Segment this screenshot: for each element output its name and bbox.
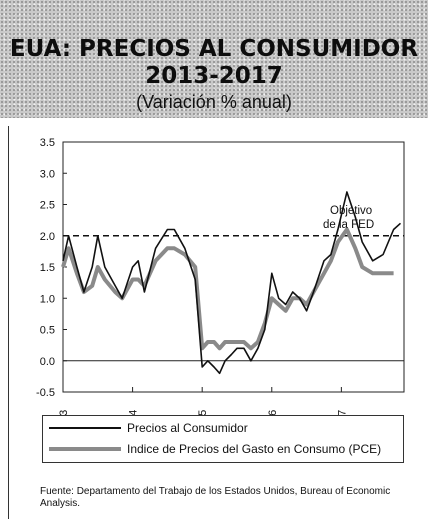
y-tick-label: -0.5 bbox=[36, 387, 55, 399]
legend-item-pce: Indice de Precios del Gasto en Consumo (… bbox=[49, 439, 381, 459]
fed-target-label-line-2: de la FED bbox=[323, 219, 374, 231]
y-tick-label: 3.0 bbox=[40, 168, 55, 180]
source-note: Fuente: Departamento del Trabajo de los … bbox=[40, 486, 391, 509]
y-axis-ticks: 3.5 3.0 2.5 2.0 1.5 1.0 0.5 0.0 -0.5 bbox=[36, 137, 67, 399]
chart-subtitle: (Variación % anual) bbox=[136, 92, 292, 112]
legend-item-cpi: Precios al Consumidor bbox=[49, 418, 248, 438]
series-cpi-line bbox=[62, 191, 402, 375]
chart-title-line-1: EUA: PRECIOS AL CONSUMIDOR bbox=[9, 36, 419, 62]
left-border-rule bbox=[8, 126, 9, 519]
y-tick-label: 1.5 bbox=[40, 262, 55, 274]
plot-frame bbox=[62, 141, 405, 393]
legend-label-pce: Indice de Precios del Gasto en Consumo (… bbox=[127, 442, 382, 456]
y-tick-label: 2.5 bbox=[40, 200, 55, 212]
chart-legend: Precios al Consumidor Indice de Precios … bbox=[42, 415, 404, 463]
legend-label-cpi: Precios al Consumidor bbox=[127, 421, 248, 435]
legend-swatch-cpi bbox=[49, 427, 121, 429]
chart-header: EUA: PRECIOS AL CONSUMIDOR 2013-2017 (Va… bbox=[0, 0, 428, 118]
y-tick-label: 3.5 bbox=[40, 137, 55, 149]
legend-swatch-pce bbox=[49, 447, 121, 451]
chart-title-line-2: 2013-2017 bbox=[145, 63, 283, 89]
y-tick-label: 2.0 bbox=[40, 231, 55, 243]
y-tick-label: 1.0 bbox=[40, 293, 55, 305]
fed-target-label-line-1: Objetivo bbox=[330, 205, 372, 217]
series-pce-line bbox=[61, 227, 394, 351]
y-tick-label: 0.5 bbox=[40, 325, 55, 337]
y-tick-label: 0.0 bbox=[40, 356, 55, 368]
